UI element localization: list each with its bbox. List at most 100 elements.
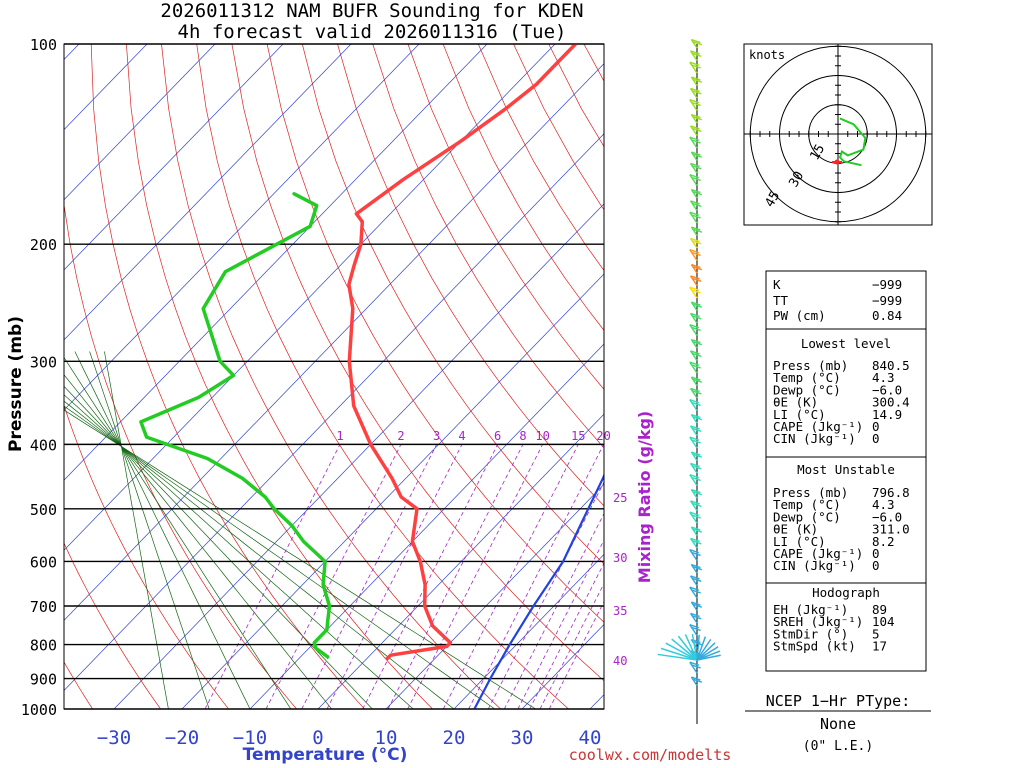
ptype-accumulation: (0" L.E.) [803, 739, 873, 754]
hodograph-units: knots [749, 48, 785, 62]
dry-adiabat [1006, 44, 1024, 723]
wind-barb-flag [691, 101, 701, 107]
lowest-level-row-value: 14.9 [872, 407, 902, 422]
pressure-tick-label: 900 [30, 671, 57, 689]
wind-barb-flag [691, 338, 701, 344]
most-unstable-row-label: CIN (Jkg⁻¹) [773, 558, 856, 573]
wind-barb [690, 151, 698, 161]
most-unstable-header: Most Unstable [797, 462, 895, 477]
lowest-level-row-value: 4.3 [872, 370, 895, 385]
wind-barb-flag [689, 61, 700, 66]
hodograph-param-row-label: EH (Jkg⁻¹) [773, 602, 848, 617]
lowest-level-rows: Press (mb) 840.5 Temp (°C) 4.3 Dewp (°C) −6.0… [773, 358, 910, 446]
temperature-tick-label: 20 [443, 727, 466, 749]
wind-barb-flag [691, 390, 702, 395]
wind-barb-flag [690, 275, 700, 280]
mixing-ratio-line [529, 562, 604, 709]
wind-barb-flag [691, 526, 701, 531]
most-unstable-row-label: θE (K) [773, 522, 818, 537]
wind-barb-flag [691, 427, 702, 433]
parcel-trace [473, 472, 604, 709]
footer-credit: coolwx.com/modelts [569, 746, 732, 764]
hodograph-param-row-value: 5 [872, 626, 880, 641]
wind-barb [689, 61, 698, 74]
mixing-ratio-line [503, 512, 604, 709]
temperature-tick-label: 40 [579, 727, 602, 749]
dry-adiabat [196, 44, 570, 709]
dry-adiabat [90, 44, 366, 709]
wind-barb [689, 500, 698, 511]
temperature-tick-label: −30 [97, 727, 131, 749]
hodograph-ring-label-30: 30 [786, 169, 807, 190]
wind-barb-flag [691, 439, 701, 444]
dry-adiabat [442, 44, 604, 331]
wind-barb [690, 39, 698, 49]
ptype-value: None [820, 715, 856, 733]
wind-barb-flag [691, 139, 701, 144]
temperature-tick-labels: −30 −20 −10 0 10 20 30 40 [97, 727, 602, 749]
dry-adiabat [407, 44, 604, 390]
dry-adiabat [301, 44, 604, 565]
wind-barb-flag [691, 277, 702, 283]
wind-barb [689, 436, 698, 449]
wind-barb [690, 414, 698, 424]
dry-adiabat [971, 44, 1024, 723]
dry-adiabat [64, 661, 94, 709]
dry-adiabat [372, 44, 604, 449]
temperature-tick-label: −20 [165, 727, 199, 749]
wind-barb-flag [691, 240, 702, 245]
mixing-ratio-tick-label: 2 [397, 429, 404, 443]
hodograph: knots 15 30 45 [743, 43, 933, 226]
mixing-ratio-tick-label: 35 [613, 604, 627, 618]
wind-barb-flag [691, 476, 701, 482]
parameter-table-frame [765, 270, 927, 672]
moist-adiabat [64, 374, 333, 709]
moist-adiabat [74, 351, 251, 709]
k-index-label: K [773, 277, 781, 292]
ptype-panel: NCEP 1−Hr PType: None (0" L.E.) [745, 692, 931, 754]
most-unstable-row-label: Dewp (°C) [773, 509, 841, 524]
hodograph-param-rows: EH (Jkg⁻¹) 89 SREH (Jkg⁻¹) 104 StmDir (°) 5 St… [773, 602, 895, 654]
wind-barb [689, 211, 698, 224]
wind-barb-flag [692, 490, 703, 496]
mixing-ratio-label: Mixing Ratio (g/kg) [635, 411, 654, 583]
wind-barb-flag [690, 575, 700, 580]
wind-barb-flag [691, 451, 701, 456]
wind-barb-flag [691, 563, 701, 569]
wind-barb-flag [692, 190, 703, 196]
lowest-level-row-label: Temp (°C) [773, 370, 841, 385]
wind-barb-flag [692, 265, 703, 271]
mixing-ratio-tick-label: 6 [494, 429, 501, 443]
wind-barb-flag [691, 289, 701, 294]
isotherm [64, 44, 284, 271]
wind-barb [684, 634, 698, 661]
mixing-ratio-tick-label: 1 [336, 429, 343, 443]
wind-barb-flag [692, 303, 703, 308]
tt-index-label: TT [773, 293, 789, 308]
isotherm [64, 44, 420, 411]
isotherm [64, 44, 488, 481]
wind-barb-flag [691, 401, 701, 407]
wind-barb [691, 633, 698, 661]
wind-barb [689, 286, 698, 299]
lowest-level-row-value: 840.5 [872, 358, 910, 373]
y-axis-label: Pressure (mb) [6, 316, 26, 452]
wind-barb [689, 575, 698, 586]
wind-barb-flag [692, 40, 703, 46]
isotherm [181, 273, 604, 709]
most-unstable-row-value: 796.8 [872, 485, 910, 500]
wind-barb [689, 99, 698, 111]
mixing-ratio-tick-label: 4 [458, 429, 465, 443]
wind-barb [696, 642, 716, 661]
wind-barb [690, 226, 698, 236]
wind-barb [696, 646, 719, 661]
isotherm [64, 44, 352, 341]
wind-barb-flag [690, 612, 700, 618]
dry-adiabat [64, 404, 230, 709]
wind-barb [665, 642, 698, 661]
wind-barb-flag [691, 465, 702, 470]
wind-barb [689, 275, 698, 286]
isotherm [64, 133, 604, 691]
lowest-level-row-label: Dewp (°C) [773, 382, 841, 397]
